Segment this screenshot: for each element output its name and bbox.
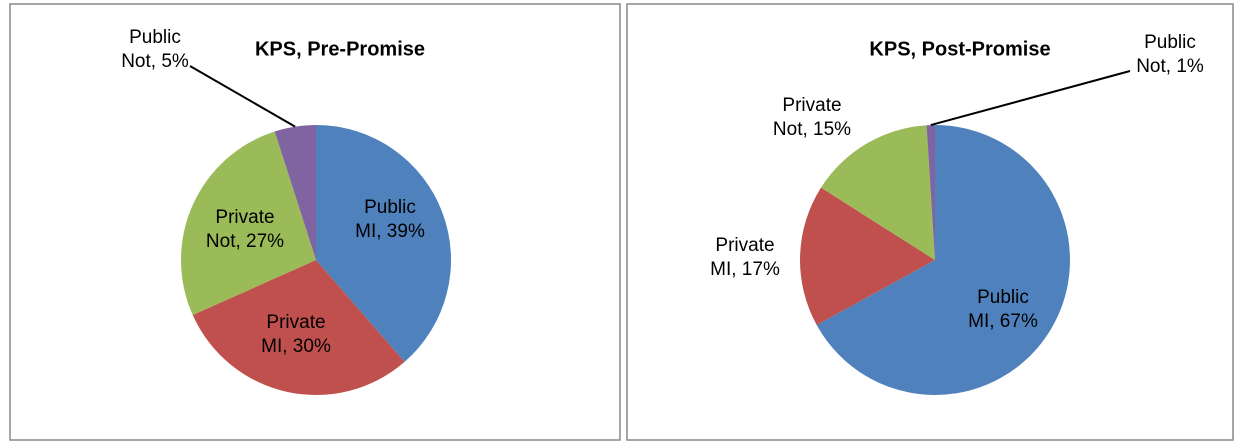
chart-title: KPS, Post-Promise <box>869 38 1050 60</box>
label-line: Private <box>782 95 841 116</box>
pie-slice <box>799 187 935 326</box>
chart-title: KPS, Pre-Promise <box>255 38 425 60</box>
pie-slice <box>192 260 405 396</box>
label-line: Not, 1% <box>1136 56 1204 77</box>
leader-line <box>930 70 1131 127</box>
data-label: Private Not, 27% <box>206 207 284 252</box>
label-line: Not, 5% <box>121 51 189 72</box>
label-line: Not, 15% <box>773 119 851 140</box>
data-label: Public MI, 67% <box>968 287 1038 332</box>
leader-line <box>189 65 296 128</box>
data-label: Private MI, 30% <box>261 312 331 357</box>
pie-slice <box>180 131 316 316</box>
pie-slice <box>316 125 451 362</box>
pie-slice <box>816 125 1070 395</box>
label-line: Public <box>1144 32 1196 53</box>
label-line: Private <box>715 235 774 256</box>
data-label: Private MI, 17% <box>710 235 780 280</box>
label-line: Private <box>215 207 274 228</box>
label-line: Public <box>364 197 416 218</box>
label-line: Public <box>129 27 181 48</box>
label-line: MI, 39% <box>355 221 425 242</box>
pie-slice <box>821 125 935 260</box>
data-label: Public Not, 1% <box>1136 32 1204 77</box>
label-line: Private <box>266 312 325 333</box>
data-label: Public MI, 39% <box>355 197 425 242</box>
pie-slice <box>274 125 316 260</box>
pie-slice <box>926 125 935 260</box>
data-label: Public Not, 5% <box>121 27 189 72</box>
label-line: MI, 17% <box>710 259 780 280</box>
label-line: MI, 30% <box>261 336 331 357</box>
label-line: Public <box>977 287 1029 308</box>
label-line: Not, 27% <box>206 231 284 252</box>
label-line: MI, 67% <box>968 311 1038 332</box>
data-label: Private Not, 15% <box>773 95 851 140</box>
